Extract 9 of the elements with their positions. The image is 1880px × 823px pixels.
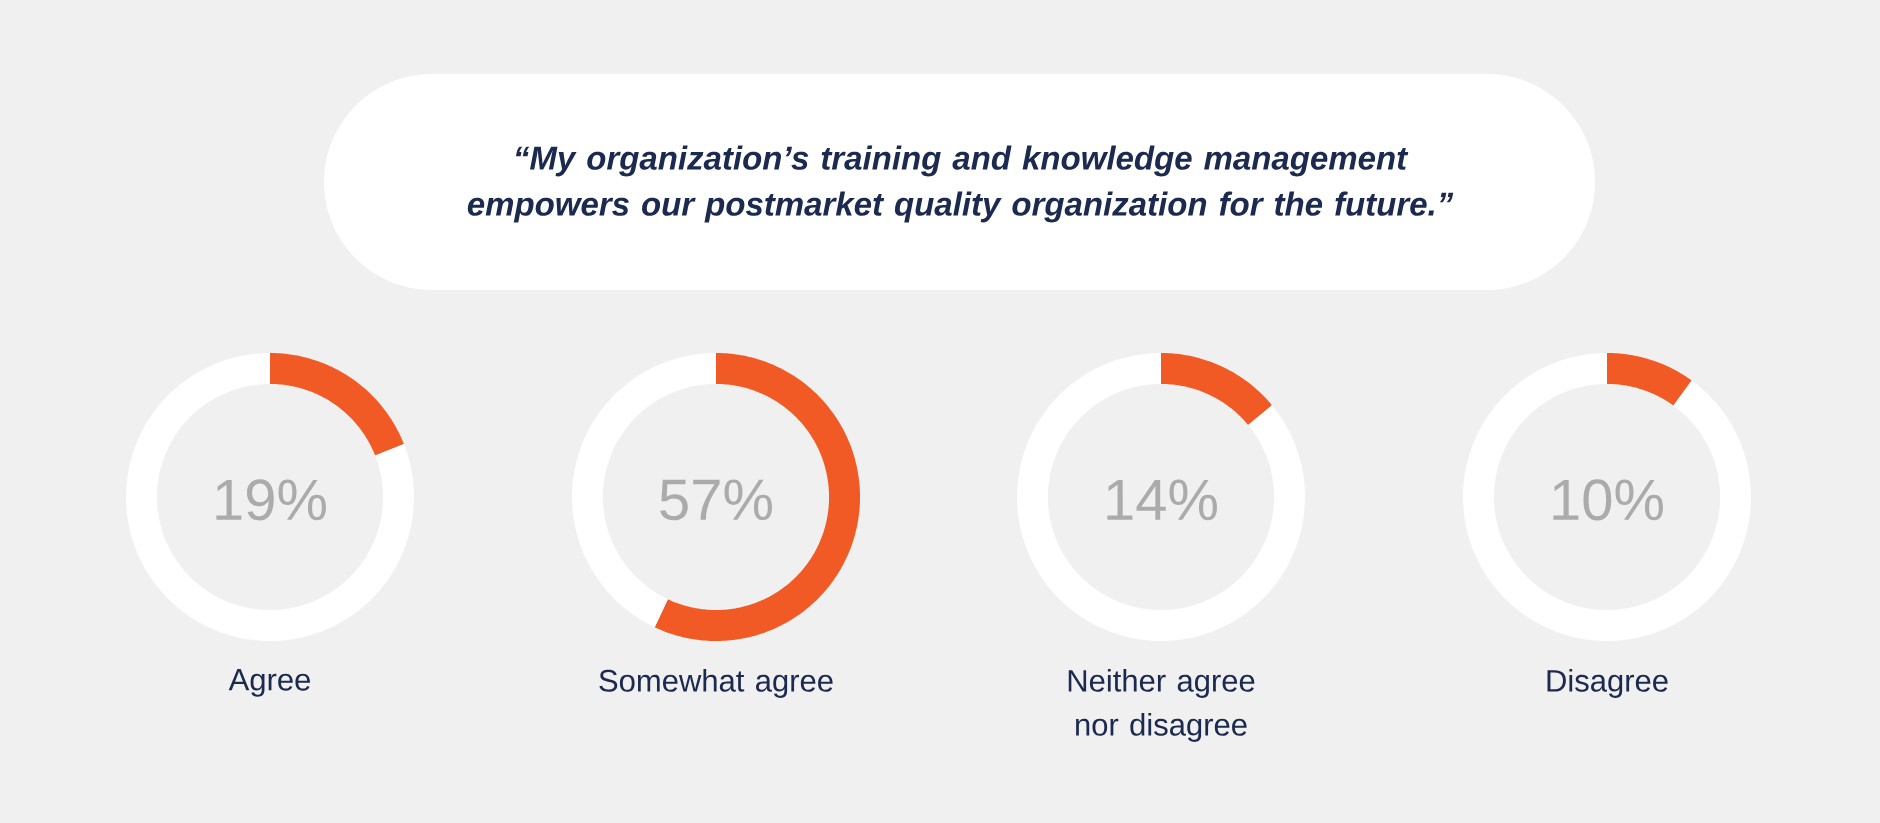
text: Neither agree nor disagree xyxy=(1068,669,1255,742)
text: Somewhat agree xyxy=(599,669,833,698)
text: “My organization’s training and knowledge management empowers our postmarket quality organization for the future.” xyxy=(467,145,1454,223)
text: Disagree xyxy=(1547,669,1668,698)
text: 57% xyxy=(660,479,772,521)
text: 14% xyxy=(1107,479,1217,521)
text: 10% xyxy=(1553,479,1663,521)
text: 19% xyxy=(216,479,326,521)
text: Agree xyxy=(228,669,310,697)
